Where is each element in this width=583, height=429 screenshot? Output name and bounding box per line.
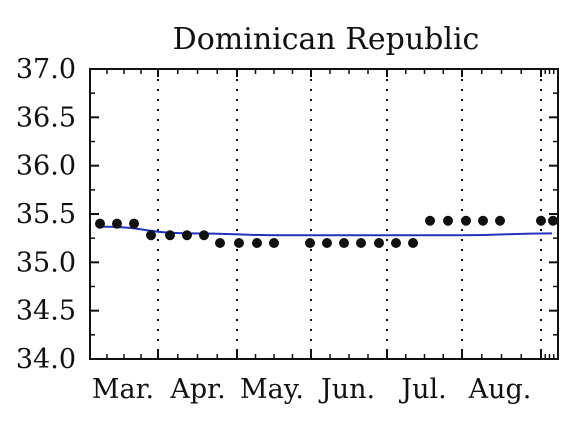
label-layer: 34.0 34.5 35.0 35.5 36.0 36.5 37.0 Mar. Apr. May.…: [16, 54, 532, 405]
data-point: [548, 215, 558, 226]
data-point: [129, 218, 139, 229]
chart-title: Dominican Republic: [173, 22, 480, 57]
x-tick-label: Jul.: [398, 374, 446, 405]
data-point: [322, 238, 332, 248]
y-tick-label: 34.0: [16, 344, 76, 375]
plot-frame: [89, 68, 559, 360]
x-tick-label: Aug.: [468, 374, 532, 405]
point-layer: [95, 215, 558, 248]
data-point: [165, 230, 175, 241]
y-tick-label: 34.5: [16, 296, 76, 327]
data-point: [536, 215, 546, 226]
data-point: [425, 215, 435, 226]
data-point: [252, 238, 262, 248]
data-point: [408, 238, 418, 248]
data-point: [374, 238, 384, 248]
data-point: [215, 238, 225, 248]
x-tick-label: Jun.: [318, 374, 375, 405]
data-point: [146, 230, 156, 241]
data-point: [95, 218, 105, 229]
tick-layer: [90, 68, 558, 360]
x-tick-label: May.: [240, 374, 304, 405]
y-tick-label: 35.5: [16, 199, 76, 230]
data-point: [443, 215, 453, 226]
data-point: [495, 215, 505, 226]
y-tick-label: 35.0: [16, 247, 76, 278]
y-tick-label: 36.0: [16, 151, 76, 182]
y-tick-label: 36.5: [16, 102, 76, 133]
x-tick-label: Apr.: [169, 374, 225, 405]
data-point: [112, 218, 122, 229]
data-point: [305, 238, 315, 248]
data-point: [461, 215, 471, 226]
data-point: [478, 215, 488, 226]
data-point: [356, 238, 366, 248]
x-tick-label: Mar.: [92, 374, 154, 405]
data-point: [339, 238, 349, 248]
fit-line-layer: [99, 225, 553, 237]
fit-line: [99, 225, 553, 237]
y-tick-label: 37.0: [16, 54, 76, 85]
grid-layer: [157, 69, 542, 359]
data-point: [199, 230, 209, 241]
data-point: [234, 238, 244, 248]
data-point: [182, 230, 192, 241]
data-point: [391, 238, 401, 248]
data-point: [269, 238, 279, 248]
